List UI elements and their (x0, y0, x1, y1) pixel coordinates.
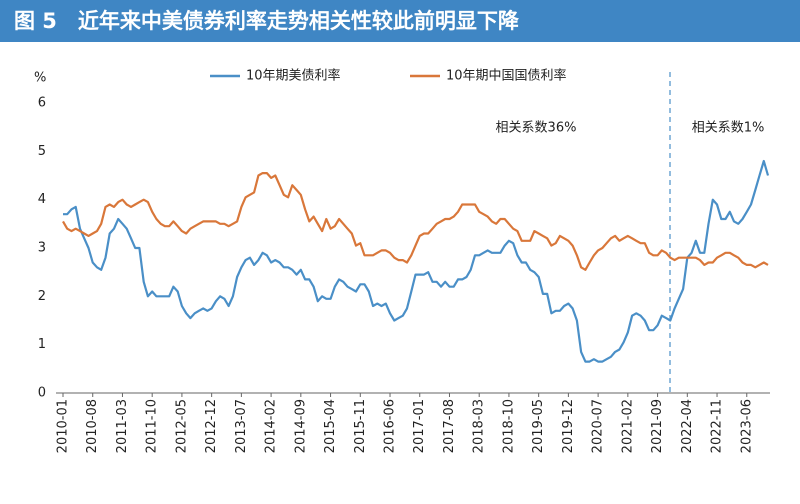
x-tick-label: 2021-02 (620, 399, 635, 453)
annotation: 相关系数1% (692, 121, 765, 136)
x-tick-label: 2019-12 (561, 399, 576, 453)
x-tick-label: 2014-09 (293, 399, 308, 453)
y-tick-label: 1 (38, 337, 46, 352)
x-tick-label: 2022-04 (680, 399, 695, 453)
x-tick-label: 2015-11 (353, 399, 368, 453)
x-tick-label: 2015-04 (323, 399, 338, 453)
header-bar (0, 0, 800, 42)
x-tick-label: 2018-10 (501, 399, 516, 453)
chart-title: 图 5 近年来中美债券利率走势相关性较此前明显下降 (14, 9, 520, 33)
y-axis-label: % (34, 71, 46, 86)
y-tick-label: 3 (38, 241, 46, 256)
x-tick-label: 2013-07 (234, 399, 249, 453)
x-tick-label: 2021-09 (650, 399, 665, 453)
x-tick-label: 2019-05 (531, 399, 546, 453)
x-tick-label: 2020-07 (591, 399, 606, 453)
legend-label: 10年期中国国债利率 (446, 68, 567, 84)
x-tick-label: 2011-03 (115, 399, 130, 453)
x-tick-label: 2017-08 (442, 399, 457, 453)
x-tick-label: 2010-08 (85, 399, 100, 453)
annotation: 相关系数36% (496, 121, 577, 136)
x-tick-label: 2010-01 (56, 399, 71, 453)
x-tick-label: 2023-06 (739, 399, 754, 453)
series-line (63, 159, 770, 363)
x-tick-label: 2022-11 (710, 399, 725, 453)
x-tick-label: 2011-10 (145, 399, 160, 453)
legend-label: 10年期美债利率 (246, 68, 341, 84)
y-tick-label: 0 (38, 386, 46, 401)
x-tick-label: 2018-03 (472, 399, 487, 453)
y-tick-label: 6 (38, 96, 46, 111)
y-tick-label: 2 (38, 289, 46, 304)
x-tick-label: 2016-06 (383, 399, 398, 453)
series-line (62, 172, 769, 271)
y-tick-label: 5 (38, 144, 46, 159)
x-tick-label: 2017-01 (412, 399, 427, 453)
y-tick-label: 4 (38, 192, 46, 207)
x-tick-label: 2012-05 (174, 399, 189, 453)
x-tick-label: 2012-12 (204, 399, 219, 453)
x-tick-label: 2014-02 (264, 399, 279, 453)
